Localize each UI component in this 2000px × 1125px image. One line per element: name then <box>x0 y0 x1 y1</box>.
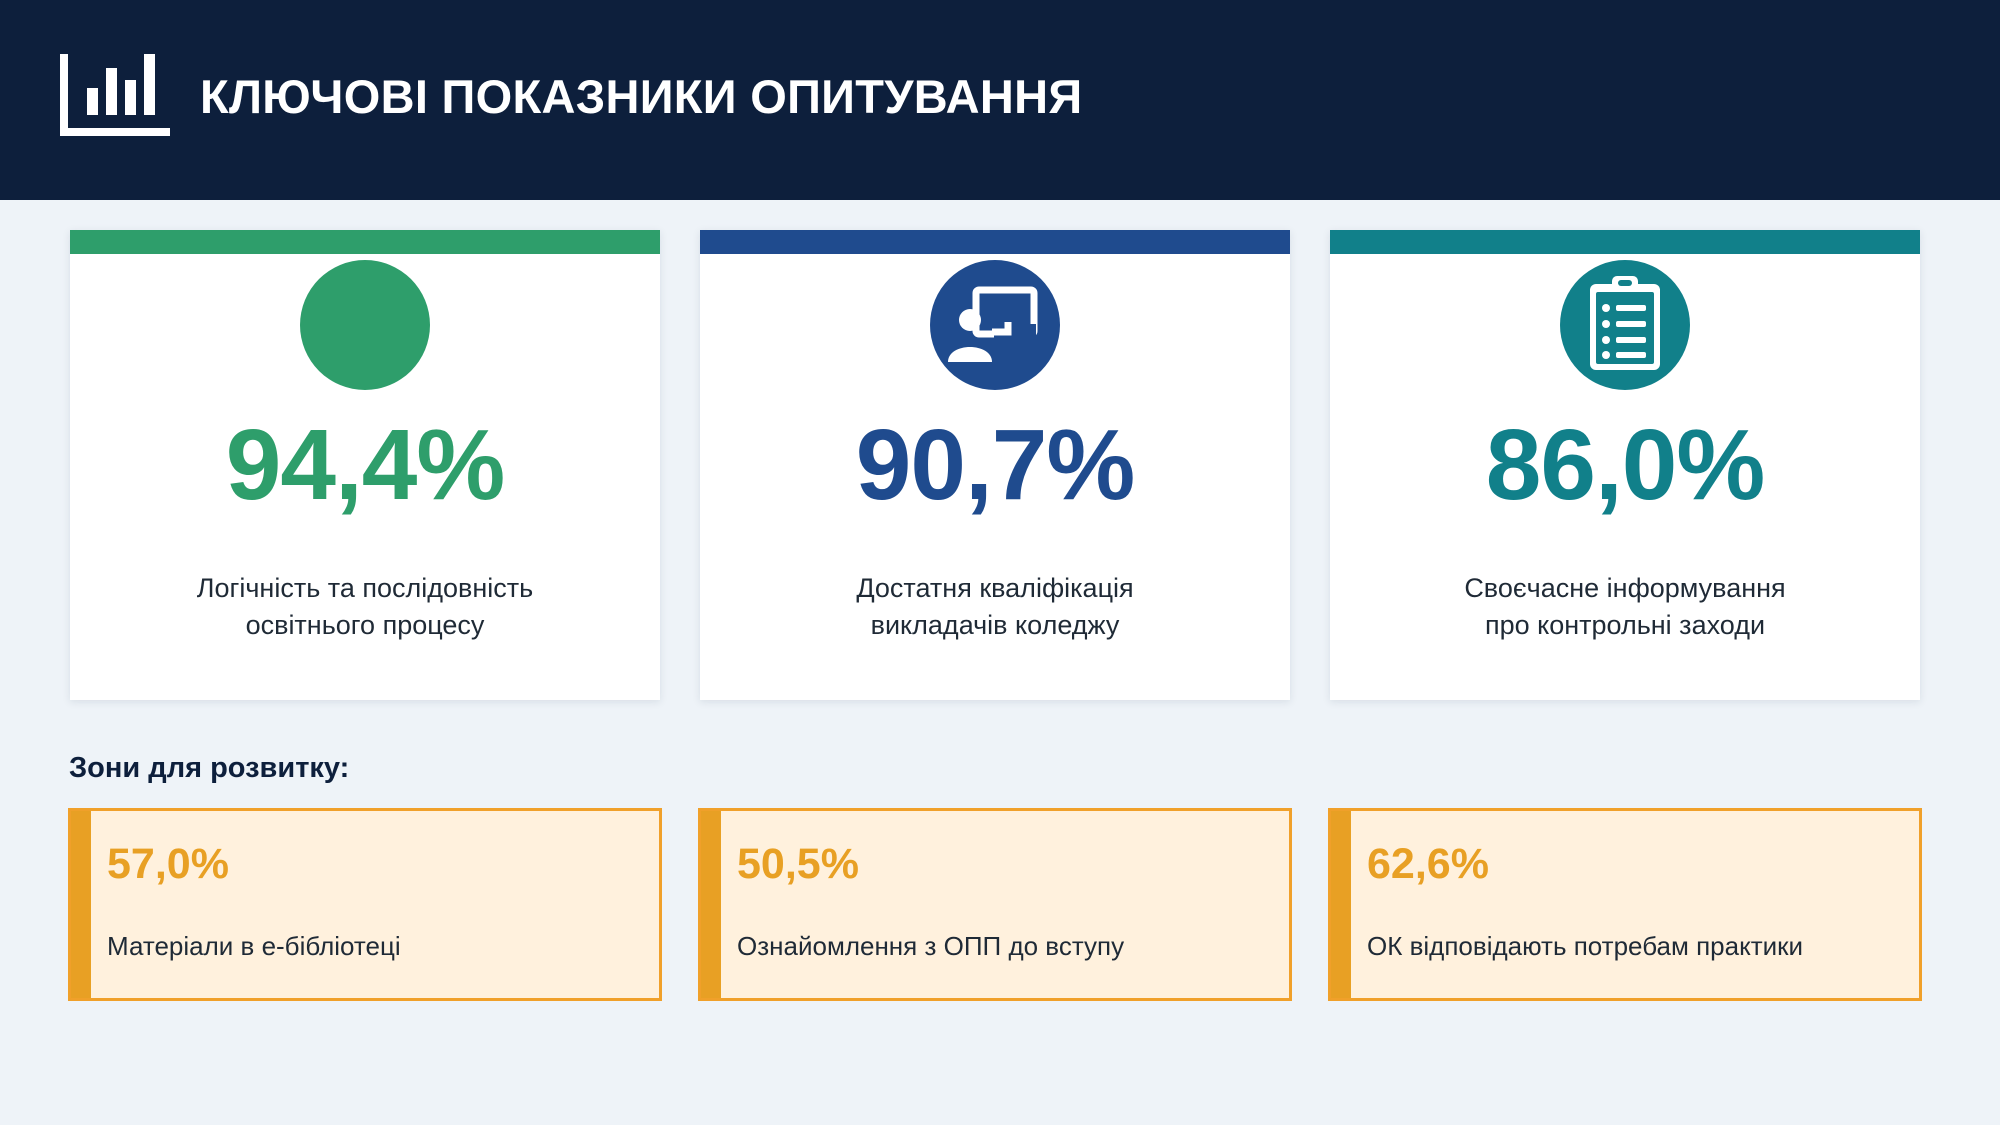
teacher-board-icon <box>930 260 1060 390</box>
zone-value: 57,0% <box>107 840 229 888</box>
metric-label: Логічність та послідовність освітнього п… <box>90 570 640 644</box>
metric-label-line1: Логічність та послідовність <box>196 573 534 603</box>
metric-card-qualification: 90,7% Достатня кваліфікація викладачів к… <box>700 230 1290 700</box>
metric-value: 94,4% <box>225 409 506 521</box>
metric-label: Своєчасне інформування про контрольні за… <box>1350 570 1900 644</box>
bar-chart-icon <box>60 54 170 136</box>
card-accent-bar <box>70 230 660 254</box>
metric-label-line2: освітнього процесу <box>245 610 485 640</box>
metric-value: 90,7% <box>855 409 1136 521</box>
page-title: КЛЮЧОВІ ПОКАЗНИКИ ОПИТУВАННЯ <box>200 70 1083 123</box>
zone-label: Ознайомлення з ОПП до вступу <box>737 931 1125 961</box>
clipboard-list-icon <box>1560 260 1690 390</box>
card-accent-bar <box>1330 230 1920 254</box>
metric-value: 86,0% <box>1485 409 1766 521</box>
zone-label: Матеріали в е-бібліотеці <box>107 931 401 961</box>
zone-accent-bar <box>701 811 721 998</box>
metric-card-informing: 86,0% Своєчасне інформування про контрол… <box>1330 230 1920 700</box>
zone-card-opp: 50,5% Ознайомлення з ОПП до вступу <box>698 808 1292 1001</box>
metric-label-line1: Своєчасне інформування <box>1464 573 1786 603</box>
metric-label: Достатня кваліфікація викладачів коледжу <box>720 570 1270 644</box>
zone-value: 50,5% <box>737 840 859 888</box>
zone-value: 62,6% <box>1367 840 1489 888</box>
zone-card-library: 57,0% Матеріали в е-бібліотеці <box>68 808 662 1001</box>
circle-icon <box>300 260 430 390</box>
zone-label: ОК відповідають потребам практики <box>1367 931 1804 961</box>
card-accent-bar <box>700 230 1290 254</box>
metric-card-logic: 94,4% Логічність та послідовність освітн… <box>70 230 660 700</box>
metric-label-line2: викладачів коледжу <box>870 610 1120 640</box>
zone-accent-bar <box>1331 811 1351 998</box>
zone-card-practice: 62,6% ОК відповідають потребам практики <box>1328 808 1922 1001</box>
header-bar: КЛЮЧОВІ ПОКАЗНИКИ ОПИТУВАННЯ <box>0 0 2000 200</box>
metric-label-line1: Достатня кваліфікація <box>856 573 1134 603</box>
zone-accent-bar <box>71 811 91 998</box>
metric-label-line2: про контрольні заходи <box>1484 610 1766 640</box>
zones-title: Зони для розвитку: <box>69 752 350 784</box>
